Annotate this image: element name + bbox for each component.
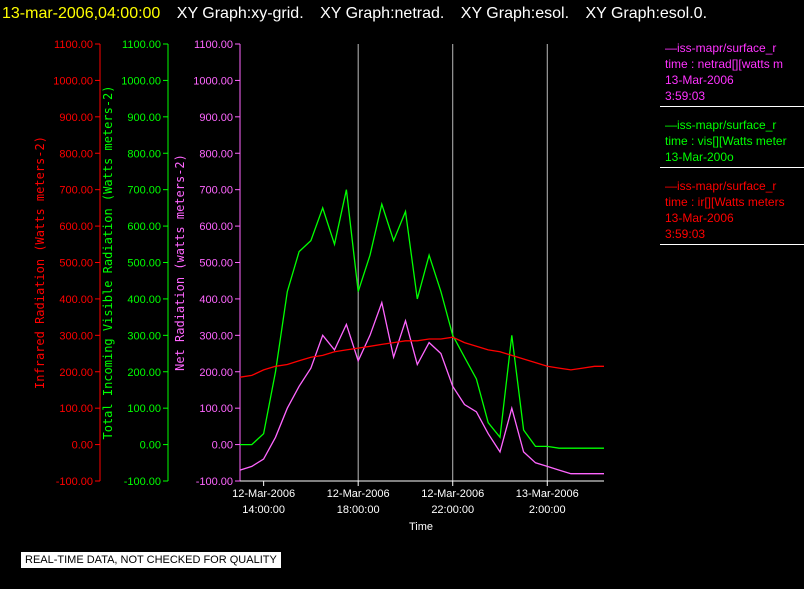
series-ir bbox=[239, 336, 604, 378]
graph-title-esol-0[interactable]: XY Graph:esol.0. bbox=[585, 5, 708, 22]
y-tick-label: 800.00 bbox=[127, 148, 161, 160]
y-tick-label: 1100.00 bbox=[194, 39, 233, 51]
legend-detail: 3:59:03 bbox=[665, 227, 706, 241]
legend-source: —iss-mapr/surface_r bbox=[665, 41, 777, 55]
y-tick-label: 200.00 bbox=[127, 367, 161, 379]
x-gridlines bbox=[357, 44, 548, 481]
y-tick-label: 800.00 bbox=[199, 148, 233, 160]
y-tick-label: 1000.00 bbox=[53, 75, 93, 87]
legend-divider bbox=[660, 244, 804, 245]
y-tick-label: 900.00 bbox=[199, 112, 233, 124]
y-tick-label: -100.00 bbox=[124, 476, 161, 488]
y-axis-2: -100.00 0.00 100.00 200.00 300.00 400.00 500.0… bbox=[173, 39, 241, 488]
legend-source: —iss-mapr/surface_r bbox=[665, 179, 777, 193]
y-tick-label: 400.00 bbox=[127, 294, 161, 306]
y-tick-label: 0.00 bbox=[72, 440, 93, 452]
y-tick-label: 600.00 bbox=[127, 221, 161, 233]
series-lines bbox=[239, 189, 604, 475]
series-netrad bbox=[239, 300, 604, 475]
y-tick-label: 1000.00 bbox=[193, 75, 233, 87]
legend-source: —iss-mapr/surface_r bbox=[665, 118, 777, 132]
y-tick-label: 1100.00 bbox=[54, 39, 93, 51]
y-axes: -100.00 0.00 100.00 200.00 300.00 400.00 500.0… bbox=[33, 39, 241, 488]
y-axis-label: Net Radiation (watts meters-2) bbox=[173, 154, 187, 371]
y-tick-label: 200.00 bbox=[199, 367, 233, 379]
y-tick-label: 0.00 bbox=[212, 440, 233, 452]
y-tick-label: 900.00 bbox=[59, 112, 93, 124]
y-axis-label: Total Incoming Visible Radiation (Watts … bbox=[101, 85, 115, 439]
legend-detail: 13-Mar-2006 bbox=[665, 73, 734, 87]
y-tick-label: 300.00 bbox=[127, 330, 161, 342]
legend-detail: 13-Mar-200o bbox=[665, 150, 734, 164]
x-tick-label-time: 14:00:00 bbox=[242, 504, 285, 516]
y-tick-label: 900.00 bbox=[127, 112, 161, 124]
legend-detail: time : netrad[][watts m bbox=[665, 57, 784, 71]
y-tick-label: -100.00 bbox=[196, 476, 233, 488]
x-tick-label-date: 13-Mar-2006 bbox=[516, 488, 579, 500]
x-tick-label-time: 22:00:00 bbox=[431, 504, 474, 516]
header-timestamp: 13-mar-2006,04:00:00 bbox=[2, 5, 161, 22]
y-tick-label: 300.00 bbox=[199, 330, 233, 342]
legend-detail: time : vis[][Watts meter bbox=[665, 134, 787, 148]
y-tick-label: 600.00 bbox=[199, 221, 233, 233]
legend-divider bbox=[660, 106, 804, 107]
y-tick-label: 0.00 bbox=[140, 440, 161, 452]
quality-disclaimer: REAL-TIME DATA, NOT CHECKED FOR QUALITY bbox=[20, 551, 282, 569]
legend-detail: time : ir[][Watts meters bbox=[665, 195, 785, 209]
y-tick-label: 100.00 bbox=[59, 403, 93, 415]
y-tick-label: 400.00 bbox=[59, 294, 93, 306]
y-tick-label: 100.00 bbox=[199, 403, 233, 415]
graph-title-esol[interactable]: XY Graph:esol. bbox=[460, 5, 570, 22]
x-axis: 12-Mar-2006 14:00:00 12-Mar-2006 18:00:00 12… bbox=[232, 480, 604, 516]
y-tick-label: 200.00 bbox=[59, 367, 93, 379]
x-tick-label-date: 12-Mar-2006 bbox=[327, 488, 390, 500]
y-tick-label: 300.00 bbox=[59, 330, 93, 342]
y-tick-label: 1100.00 bbox=[122, 39, 161, 51]
x-axis-label: Time bbox=[409, 521, 433, 533]
x-tick-label-date: 12-Mar-2006 bbox=[232, 488, 295, 500]
series-vis bbox=[240, 189, 604, 449]
legend-detail: 13-Mar-2006 bbox=[665, 211, 734, 225]
y-tick-label: 500.00 bbox=[199, 258, 233, 270]
y-tick-label: 600.00 bbox=[59, 221, 93, 233]
y-tick-label: 100.00 bbox=[127, 403, 161, 415]
y-tick-label: 700.00 bbox=[127, 185, 161, 197]
x-tick-label-time: 18:00:00 bbox=[337, 504, 380, 516]
y-axis-1: -100.00 0.00 100.00 200.00 300.00 400.00 500.0… bbox=[101, 39, 169, 488]
y-tick-label: 700.00 bbox=[199, 185, 233, 197]
graph-title-xy-grid[interactable]: XY Graph:xy-grid. bbox=[176, 5, 304, 22]
y-tick-label: 1000.00 bbox=[121, 75, 161, 87]
y-tick-label: 800.00 bbox=[59, 148, 93, 160]
x-tick-label-time: 2:00:00 bbox=[529, 504, 566, 516]
legend-detail: 3:59:03 bbox=[665, 89, 706, 103]
y-tick-label: 500.00 bbox=[127, 258, 161, 270]
window-header: 13-mar-2006,04:00:00 XY Graph:xy-grid. X… bbox=[0, 2, 804, 26]
graph-title-netrad[interactable]: XY Graph:netrad. bbox=[320, 5, 445, 22]
y-tick-label: -100.00 bbox=[56, 476, 93, 488]
y-axis-label: Infrared Radiation (Watts meters-2) bbox=[33, 136, 47, 389]
y-tick-label: 500.00 bbox=[59, 258, 93, 270]
legend-divider bbox=[660, 167, 804, 168]
y-axis-0: -100.00 0.00 100.00 200.00 300.00 400.00 500.0… bbox=[33, 39, 101, 488]
y-tick-label: 400.00 bbox=[199, 294, 233, 306]
y-tick-label: 700.00 bbox=[59, 185, 93, 197]
x-tick-label-date: 12-Mar-2006 bbox=[421, 488, 484, 500]
